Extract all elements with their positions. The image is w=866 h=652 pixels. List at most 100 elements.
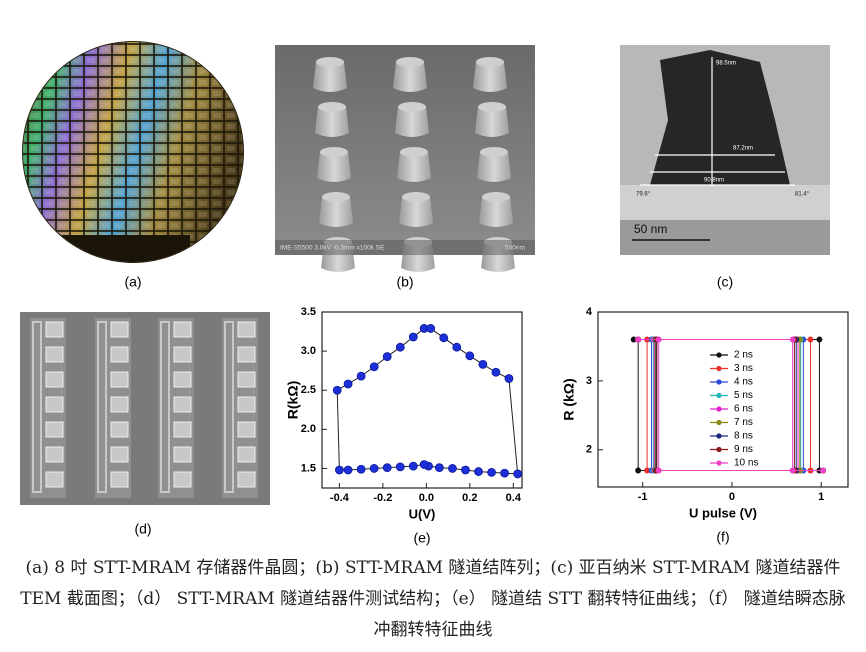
data-point	[395, 462, 405, 472]
caption: (a) 8 吋 STT-MRAM 存储器件晶圆；(b) STT-MRAM 隧道结…	[20, 558, 846, 640]
plot-frame	[597, 311, 849, 488]
legend-marker	[716, 392, 722, 399]
data-point	[356, 371, 366, 381]
series-line	[638, 339, 823, 471]
y-tick-label: 1.5	[301, 462, 316, 474]
test-structure-image	[20, 312, 270, 505]
panel-label: (a)	[124, 274, 141, 290]
data-point	[382, 463, 392, 473]
data-point	[452, 342, 462, 352]
legend-label: 9 ns	[734, 444, 753, 455]
series-line	[638, 339, 823, 471]
panel-label: (d)	[134, 521, 151, 537]
data-point	[487, 467, 496, 477]
legend-marker	[716, 379, 722, 385]
data-point	[807, 336, 814, 343]
tem-annotation: 81.4°	[795, 192, 810, 198]
legend-label: 6 ns	[734, 404, 753, 415]
data-point	[382, 352, 392, 361]
data-point	[789, 467, 796, 474]
data-point	[434, 463, 444, 473]
x-tick-label: 0	[729, 491, 735, 503]
legend-marker	[716, 446, 722, 453]
legend-marker	[716, 406, 722, 412]
data-point	[504, 374, 514, 383]
y-axis-label: R (kΩ)	[561, 378, 577, 420]
series-line	[638, 339, 823, 471]
tem-annotation: 79.6°	[636, 192, 651, 198]
plot-frame	[321, 311, 523, 489]
panel-label: (c)	[717, 274, 733, 290]
y-tick-label: 2	[586, 444, 592, 456]
data-point	[332, 385, 342, 395]
legend-label: 8 ns	[734, 431, 753, 442]
x-tick-label: 0.2	[462, 492, 477, 504]
data-point	[343, 379, 353, 389]
tem-annotation: 98.5nm	[716, 61, 736, 67]
x-tick-label: 0.4	[506, 492, 522, 504]
series-line	[638, 339, 823, 471]
x-axis-label: U(V)	[409, 506, 436, 521]
y-tick-label: 2.5	[301, 384, 316, 396]
data-point	[465, 351, 475, 361]
data-point	[478, 360, 488, 369]
data-point	[408, 461, 418, 471]
x-tick-label: -0.2	[373, 492, 392, 504]
sem-annotation: IME-S5500 3.0kV -0.3mm x100k SE	[280, 245, 385, 252]
data-point	[334, 465, 344, 475]
wafer-image	[22, 41, 244, 263]
legend-label: 3 ns	[734, 363, 753, 374]
series-line	[336, 327, 519, 475]
data-point	[419, 460, 429, 469]
tem-scale-label: 50 nm	[634, 222, 667, 236]
x-axis-label: U pulse (V)	[689, 505, 757, 520]
y-tick-label: 3.5	[301, 306, 316, 318]
data-point	[426, 324, 436, 333]
legend-marker	[716, 460, 722, 466]
legend-label: 5 ns	[734, 390, 753, 401]
data-point	[461, 465, 470, 475]
data-point	[356, 464, 366, 474]
data-point	[448, 464, 457, 473]
series-line	[638, 339, 823, 471]
sem-image: IME-S5500 3.0kV -0.3mm x100k SE 500nm	[275, 45, 535, 272]
data-point	[655, 467, 662, 474]
panel-label: (b)	[396, 274, 413, 290]
tem-annotation: 90.8nm	[704, 178, 724, 184]
y-axis-label: R(kΩ)	[285, 381, 301, 419]
data-point	[789, 336, 796, 343]
data-point	[635, 336, 642, 343]
data-point	[408, 332, 418, 342]
sem-scale-label: 500nm	[505, 245, 525, 252]
legend-label: 4 ns	[734, 377, 753, 388]
data-point	[369, 362, 379, 372]
y-tick-label: 3.0	[301, 345, 316, 357]
data-point	[820, 467, 827, 474]
panel-label: (e)	[413, 530, 430, 546]
data-point	[395, 342, 405, 352]
legend-label: 2 ns	[734, 350, 753, 361]
legend-label: 7 ns	[734, 417, 753, 428]
panel-label: (f)	[716, 529, 729, 545]
tem-image: 98.5nm 87.2nm 90.8nm 79.6° 81.4° 50 nm	[620, 45, 830, 255]
data-point	[439, 333, 449, 343]
legend-marker	[716, 419, 722, 426]
x-tick-label: -1	[638, 491, 648, 503]
data-point	[474, 467, 483, 476]
data-point	[491, 367, 501, 377]
y-tick-label: 3	[586, 375, 592, 387]
tem-annotation: 87.2nm	[733, 146, 753, 152]
legend-label: 10 ns	[734, 458, 758, 469]
x-tick-label: 0.0	[419, 492, 434, 504]
data-point	[635, 467, 642, 474]
y-tick-label: 2.0	[301, 423, 316, 435]
data-point	[816, 336, 823, 343]
data-point	[500, 468, 510, 478]
series-line	[638, 339, 823, 471]
series-line	[638, 339, 823, 471]
legend-marker	[716, 433, 722, 439]
legend-marker	[716, 352, 722, 358]
series-line	[638, 339, 823, 471]
legend-marker	[716, 365, 722, 372]
